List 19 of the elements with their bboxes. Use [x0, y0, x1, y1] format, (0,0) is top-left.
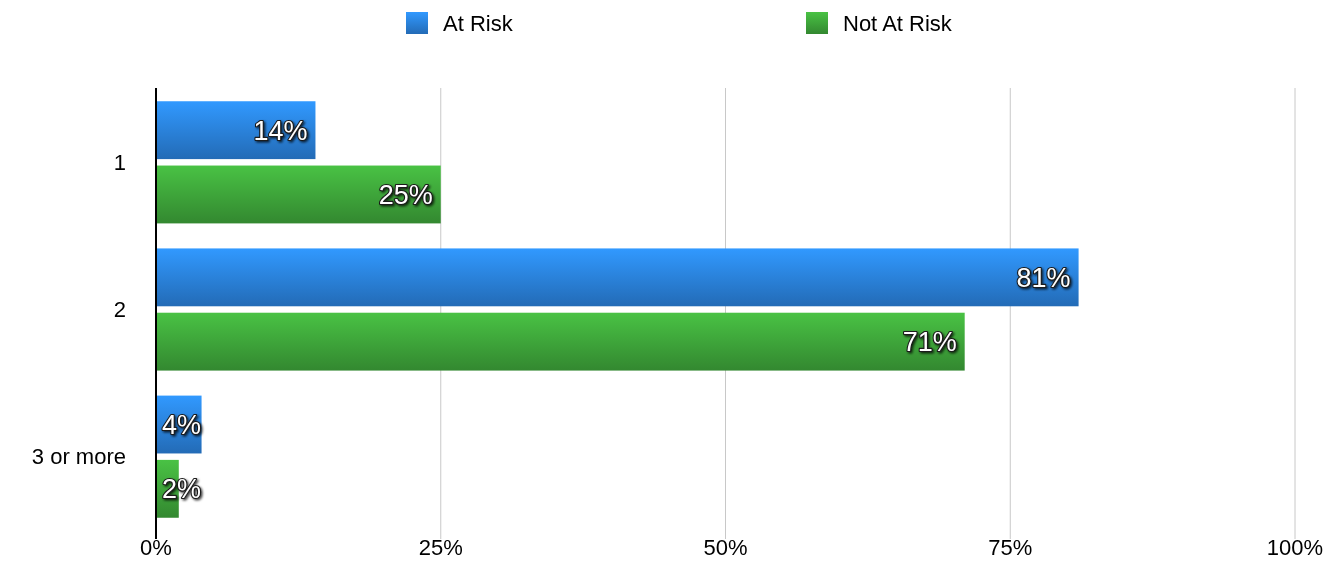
data-label: 71% — [902, 327, 957, 358]
data-label: 25% — [378, 179, 433, 210]
data-label: 14% — [253, 115, 308, 146]
x-tick-label: 50% — [703, 535, 748, 560]
x-tick-label: 75% — [988, 535, 1033, 560]
legend-label: At Risk — [443, 10, 514, 36]
y-tick-label: 3 or more — [31, 444, 126, 470]
x-tick-label: 25% — [418, 535, 463, 560]
legend-label: Not At Risk — [843, 10, 953, 36]
x-tick-label: 100% — [1266, 535, 1324, 560]
data-label: 81% — [1016, 262, 1071, 293]
data-label: 4% — [162, 409, 202, 440]
bar — [156, 248, 1079, 307]
bar — [156, 101, 316, 160]
x-tick-label: 0% — [140, 535, 172, 560]
y-tick-label: 2 — [113, 297, 126, 323]
y-tick-label: 1 — [113, 150, 126, 176]
bar — [156, 165, 441, 224]
bar — [156, 312, 965, 371]
